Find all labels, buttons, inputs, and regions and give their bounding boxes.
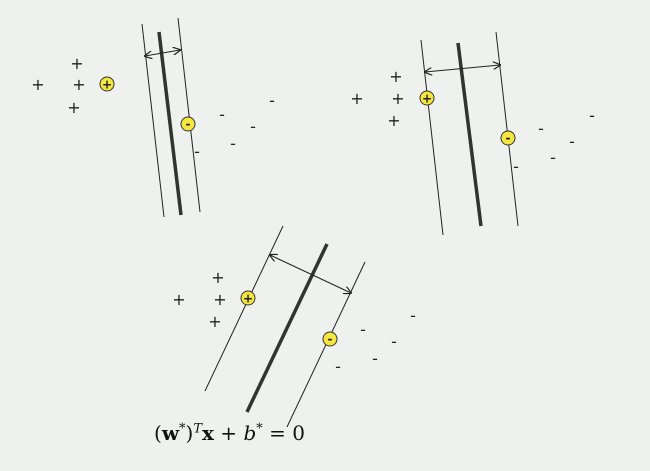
equation-x: x [202, 421, 214, 445]
equation-w: w [161, 421, 180, 445]
minus-point: - [550, 148, 556, 167]
plus-point: + [208, 312, 221, 331]
support-vector-minus: - [180, 116, 196, 132]
equation-lparen: ( [154, 421, 162, 445]
minus-point: - [569, 132, 575, 151]
plus-point: + [67, 98, 80, 117]
svg-text:+: + [102, 78, 112, 92]
minus-point: - [269, 91, 275, 110]
margin-boundary-right [495, 31, 519, 227]
decision-boundary [157, 31, 183, 216]
minus-point: - [250, 117, 256, 136]
margin-arrow [425, 65, 500, 72]
minus-point: - [335, 357, 341, 376]
decision-boundary [245, 243, 329, 413]
equation-rparen: ) [185, 421, 194, 445]
panel-top-left: + + + + + - - - - - - [31, 17, 275, 218]
margin-boundary-right [177, 17, 201, 213]
equation-plus: + [213, 421, 244, 445]
plus-point: + [350, 89, 363, 108]
support-vector-plus: + [240, 290, 256, 306]
plus-point: + [72, 75, 85, 94]
svg-text:-: - [328, 332, 333, 346]
support-vector-minus: - [500, 130, 516, 146]
decision-boundary [456, 42, 483, 227]
minus-point: - [194, 142, 200, 161]
minus-point: - [513, 157, 519, 176]
panel-bottom: + + + + + - - - - - - [172, 225, 416, 428]
minus-point: - [538, 119, 544, 138]
minus-point: - [391, 332, 397, 351]
equation-star: * [179, 421, 186, 437]
equation-equals-zero: = 0 [262, 421, 305, 445]
equation-b: b [243, 421, 257, 445]
svg-text:-: - [506, 131, 511, 145]
margin-boundary-left [204, 225, 284, 392]
svg-text:-: - [186, 117, 191, 131]
plus-point: + [31, 75, 44, 94]
minus-point: - [360, 320, 366, 339]
margin-boundary-left [420, 39, 444, 236]
minus-point: - [589, 106, 595, 125]
support-vector-plus: + [419, 90, 435, 106]
plus-point: + [172, 290, 185, 309]
plus-point: + [211, 268, 224, 287]
plus-point: + [70, 54, 83, 73]
plus-point: + [391, 89, 404, 108]
support-vector-plus: + [99, 76, 115, 92]
minus-point: - [372, 349, 378, 368]
minus-point: - [230, 134, 236, 153]
svg-text:+: + [422, 92, 432, 106]
hyperplane-equation: (w*)Tx + b* = 0 [154, 421, 354, 451]
minus-point: - [410, 306, 416, 325]
support-vector-minus: - [322, 331, 338, 347]
plus-point: + [387, 111, 400, 130]
equation-star: * [256, 421, 263, 437]
margin-arrow [270, 255, 351, 293]
minus-point: - [219, 105, 225, 124]
plus-point: + [389, 67, 402, 86]
svg-text:+: + [243, 292, 253, 306]
equation-transpose: T [193, 421, 203, 437]
margin-arrow [145, 50, 180, 56]
panel-top-right: + + + + + - - - - - - [350, 31, 595, 236]
plus-point: + [213, 290, 226, 309]
